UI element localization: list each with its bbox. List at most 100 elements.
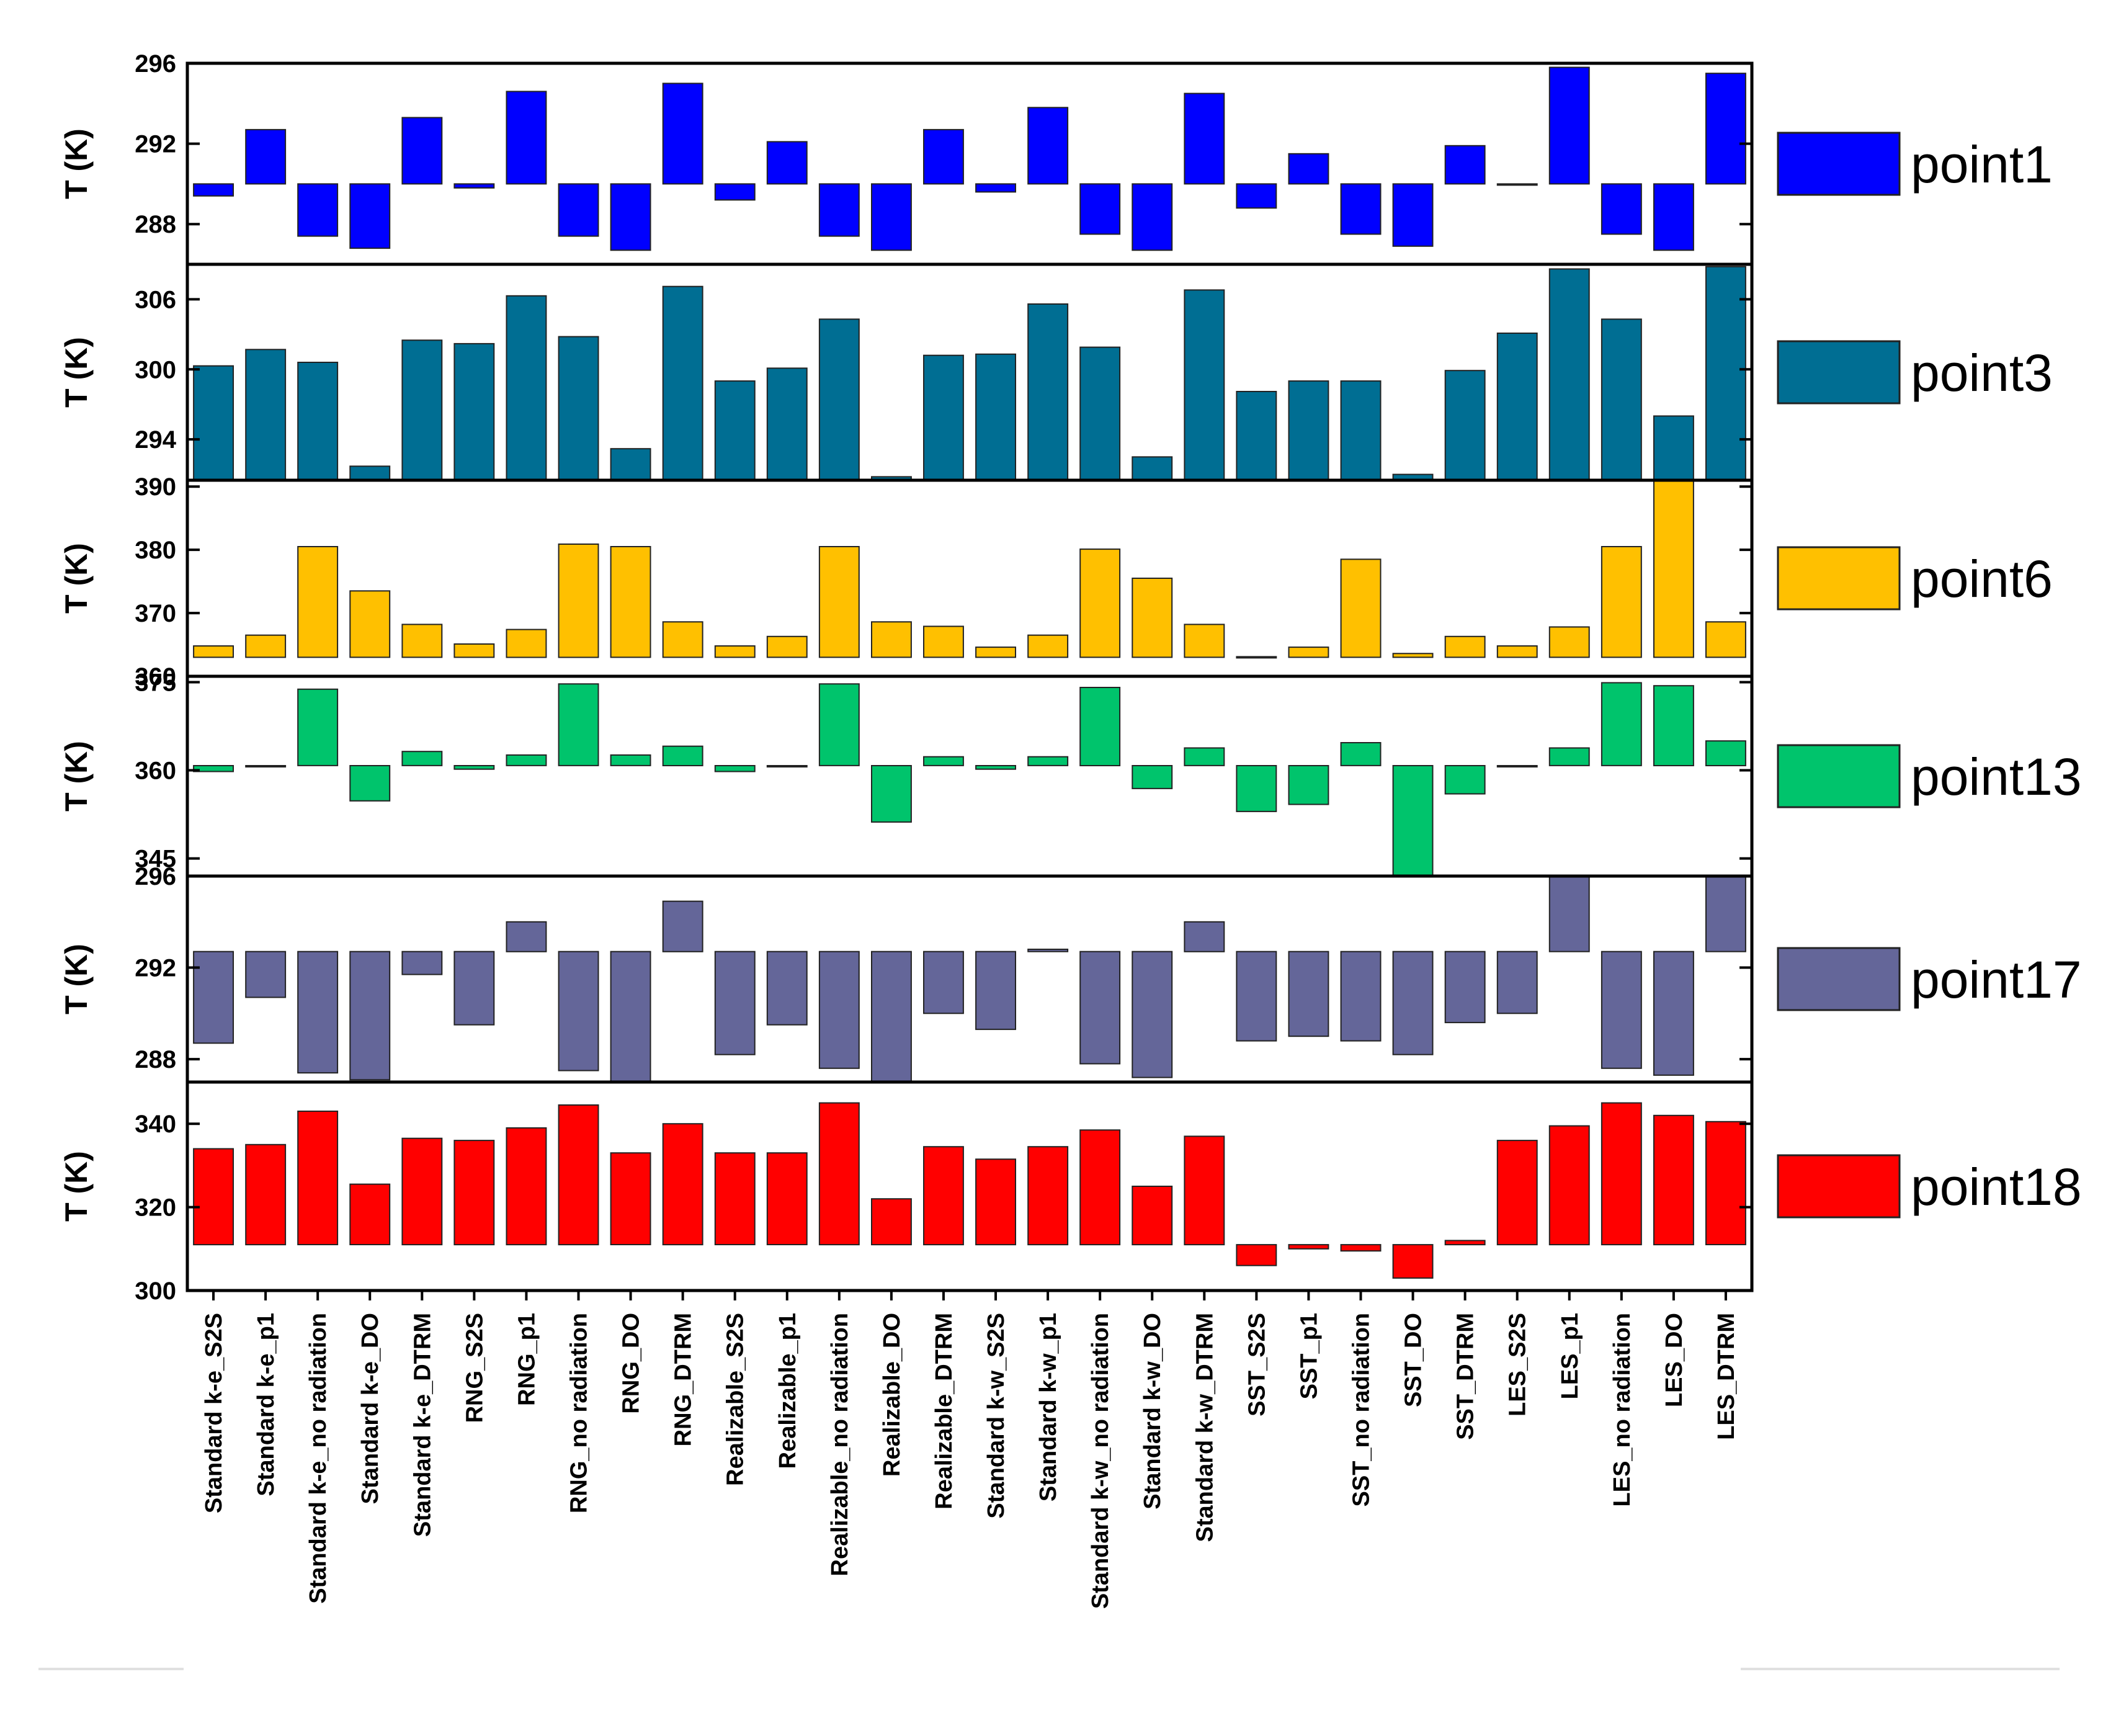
bar-point13-4 xyxy=(349,765,391,802)
legend: point1 point3 point6 point13 point17 point18 xyxy=(1777,132,2082,1219)
bar-point13-28 xyxy=(1601,682,1642,766)
legend-swatch-point18 xyxy=(1777,1154,1901,1219)
bar-point1-20 xyxy=(1184,92,1225,185)
bar-point13-2 xyxy=(245,765,287,767)
ytick-label-point18-320: 320 xyxy=(135,1194,176,1222)
panel-point6: 360 370 380 390 T (K) xyxy=(59,473,1754,691)
bar-point17-15 xyxy=(923,951,964,1014)
bar-point17-24 xyxy=(1392,951,1434,1055)
bar-point6-5 xyxy=(401,624,443,658)
bar-point6-18 xyxy=(1079,548,1121,658)
bar-point17-21 xyxy=(1236,951,1277,1042)
bar-point1-27 xyxy=(1548,66,1590,185)
bar-point6-27 xyxy=(1548,626,1590,658)
bar-point6-22 xyxy=(1288,647,1329,658)
bar-point3-15 xyxy=(923,354,964,481)
bar-point13-25 xyxy=(1444,765,1486,795)
category-label-22: SST_p1 xyxy=(1296,1313,1322,1399)
bar-point3-7 xyxy=(506,295,547,481)
panel-frame-point13 xyxy=(185,674,1754,878)
bar-point1-1 xyxy=(193,183,234,197)
bar-point18-8 xyxy=(558,1104,599,1246)
bar-point1-11 xyxy=(714,183,756,201)
bar-point17-6 xyxy=(453,951,495,1026)
ylabel-point17: T (K) xyxy=(59,944,94,1014)
ytick-label-point6-370: 370 xyxy=(135,600,176,627)
bar-point1-24 xyxy=(1392,183,1434,247)
bar-point3-2 xyxy=(245,349,287,481)
bar-point6-23 xyxy=(1340,558,1382,658)
bar-point6-29 xyxy=(1653,480,1694,658)
category-label-13: Realizable_no radiation xyxy=(827,1313,853,1576)
bar-point6-2 xyxy=(245,634,287,658)
legend-label-point18: point18 xyxy=(1911,1158,2082,1216)
bar-point6-17 xyxy=(1027,634,1069,658)
panel-frame-point18 xyxy=(185,1080,1754,1292)
bar-point6-14 xyxy=(871,621,912,658)
category-label-4: Standard k-e_DO xyxy=(357,1313,383,1504)
ytick-label-point3-300: 300 xyxy=(135,356,176,383)
chart-panels: 288 292 296 T (K) 294 300 306 T (K) 360 370 380 390… xyxy=(59,50,1754,1305)
bar-point18-15 xyxy=(923,1146,964,1246)
bar-point1-19 xyxy=(1132,183,1173,251)
bar-point13-15 xyxy=(923,756,964,766)
bar-point13-7 xyxy=(506,754,547,766)
bar-point13-14 xyxy=(871,765,912,823)
category-label-15: Realizable_DTRM xyxy=(931,1313,957,1510)
bar-point1-16 xyxy=(975,183,1016,193)
bar-point17-10 xyxy=(662,900,703,952)
bar-point6-25 xyxy=(1444,635,1486,658)
bar-point3-1 xyxy=(193,365,234,481)
category-label-18: Standard k-w_no radiation xyxy=(1087,1313,1114,1609)
ytick-label-point17-288: 288 xyxy=(135,1046,176,1073)
bar-point18-30 xyxy=(1705,1121,1746,1246)
category-label-8: RNG_no radiation xyxy=(566,1313,592,1513)
bar-point13-27 xyxy=(1548,747,1590,766)
bar-point17-27 xyxy=(1548,875,1590,952)
ytick-label-point3-294: 294 xyxy=(135,426,176,454)
bar-point3-13 xyxy=(818,318,860,481)
bar-point3-12 xyxy=(766,367,808,481)
panel-point1: 288 292 296 T (K) xyxy=(59,50,1754,266)
ylabel-point6: T (K) xyxy=(59,543,94,614)
category-label-1: Standard k-e_S2S xyxy=(201,1313,227,1513)
ytick-label-point6-390: 390 xyxy=(135,473,176,501)
bar-point13-11 xyxy=(714,765,756,772)
bar-point17-23 xyxy=(1340,951,1382,1042)
ytick-label-point6-360: 360 xyxy=(135,663,176,691)
bar-point3-26 xyxy=(1496,333,1538,481)
bar-point17-28 xyxy=(1601,951,1642,1069)
bar-point13-8 xyxy=(558,683,599,766)
bar-point1-17 xyxy=(1027,107,1069,185)
category-label-6: RNG_S2S xyxy=(462,1313,488,1423)
bar-point3-28 xyxy=(1601,318,1642,481)
bar-point1-4 xyxy=(349,183,391,249)
bar-point1-29 xyxy=(1653,183,1694,251)
bar-point13-21 xyxy=(1236,765,1277,812)
category-label-24: SST_DO xyxy=(1401,1313,1427,1407)
bar-point18-2 xyxy=(245,1143,287,1246)
bar-point1-7 xyxy=(506,91,547,185)
legend-swatch-point6 xyxy=(1777,546,1901,611)
category-label-2: Standard k-e_p1 xyxy=(253,1313,279,1497)
bar-point17-22 xyxy=(1288,951,1329,1037)
bar-point18-29 xyxy=(1653,1114,1694,1246)
category-label-27: LES_p1 xyxy=(1557,1313,1583,1399)
bar-point3-16 xyxy=(975,353,1016,481)
bar-point18-4 xyxy=(349,1183,391,1245)
bar-point3-30 xyxy=(1705,266,1746,481)
category-label-17: Standard k-w_p1 xyxy=(1035,1313,1061,1501)
bar-point1-13 xyxy=(818,183,860,237)
bar-point6-7 xyxy=(506,629,547,658)
category-label-25: SST_DTRM xyxy=(1453,1313,1479,1440)
bar-point1-21 xyxy=(1236,183,1277,209)
legend-swatch-point3 xyxy=(1777,340,1901,405)
bar-point17-12 xyxy=(766,951,808,1026)
category-label-23: SST_no radiation xyxy=(1349,1313,1375,1506)
ylabel-point1: T (K) xyxy=(59,128,94,199)
legend-swatch-point1 xyxy=(1777,132,1901,196)
category-label-14: Realizable_DO xyxy=(879,1313,905,1477)
bar-point6-26 xyxy=(1496,645,1538,658)
bar-point1-18 xyxy=(1079,183,1121,235)
bar-point1-28 xyxy=(1601,183,1642,235)
